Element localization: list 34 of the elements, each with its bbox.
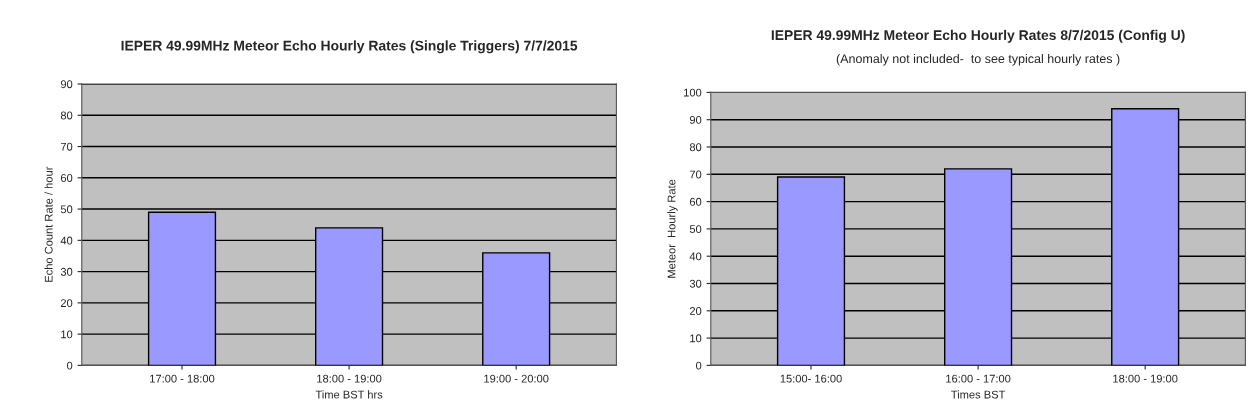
y-tick-label: 0 bbox=[67, 361, 73, 370]
y-tick-label: 20 bbox=[689, 307, 702, 315]
y-tick-label: 30 bbox=[689, 279, 702, 288]
chart-title: IEPER 49.99MHz Meteor Echo Hourly Rates (Single Triggers) 7/7/2015 bbox=[121, 40, 578, 54]
y-tick-label: 50 bbox=[60, 205, 73, 214]
x-tick-label: 19:00 - 20:00 bbox=[484, 374, 549, 383]
y-tick-label: 60 bbox=[689, 197, 702, 206]
x-tick-label: 18:00 - 19:00 bbox=[317, 374, 382, 383]
y-tick-label: 60 bbox=[60, 174, 73, 182]
x-tick-label: 16:00 - 17:00 bbox=[946, 374, 1011, 383]
y-tick-label: 30 bbox=[60, 267, 73, 276]
chart-title: IEPER 49.99MHz Meteor Echo Hourly Rates 8/7/2015 (Config U) bbox=[771, 29, 1185, 43]
y-tick-label: 90 bbox=[689, 115, 702, 124]
y-tick-label: 40 bbox=[60, 236, 73, 245]
x-axis-title: Times BST bbox=[951, 390, 1006, 399]
y-tick-label: 10 bbox=[690, 334, 702, 343]
y-tick-label: 90 bbox=[60, 80, 73, 89]
x-tick-label: 18:00 - 19:00 bbox=[1113, 374, 1178, 383]
chart-subtitle: (Anomaly not included- to see typical hourly rates ) bbox=[836, 53, 1120, 66]
x-axis-title: Time BST hrs bbox=[315, 390, 383, 399]
y-tick-label: 100 bbox=[684, 88, 702, 97]
y-axis-title: Meteor Hourly Rate bbox=[667, 179, 678, 278]
x-tick-label: 17:00 - 18:00 bbox=[150, 374, 215, 383]
y-tick-label: 70 bbox=[60, 142, 73, 151]
x-tick-label: 15:00- 16:00 bbox=[780, 374, 842, 383]
y-tick-label: 10 bbox=[61, 330, 73, 339]
y-tick-label: 20 bbox=[60, 299, 73, 307]
y-tick-label: 40 bbox=[689, 252, 702, 261]
y-tick-label: 70 bbox=[689, 170, 702, 179]
y-axis-title: Echo Count Rate / hour bbox=[44, 166, 53, 282]
y-tick-label: 50 bbox=[689, 225, 702, 234]
y-tick-label: 0 bbox=[696, 361, 702, 370]
y-tick-label: 80 bbox=[689, 143, 702, 152]
y-tick-label: 80 bbox=[60, 111, 73, 120]
